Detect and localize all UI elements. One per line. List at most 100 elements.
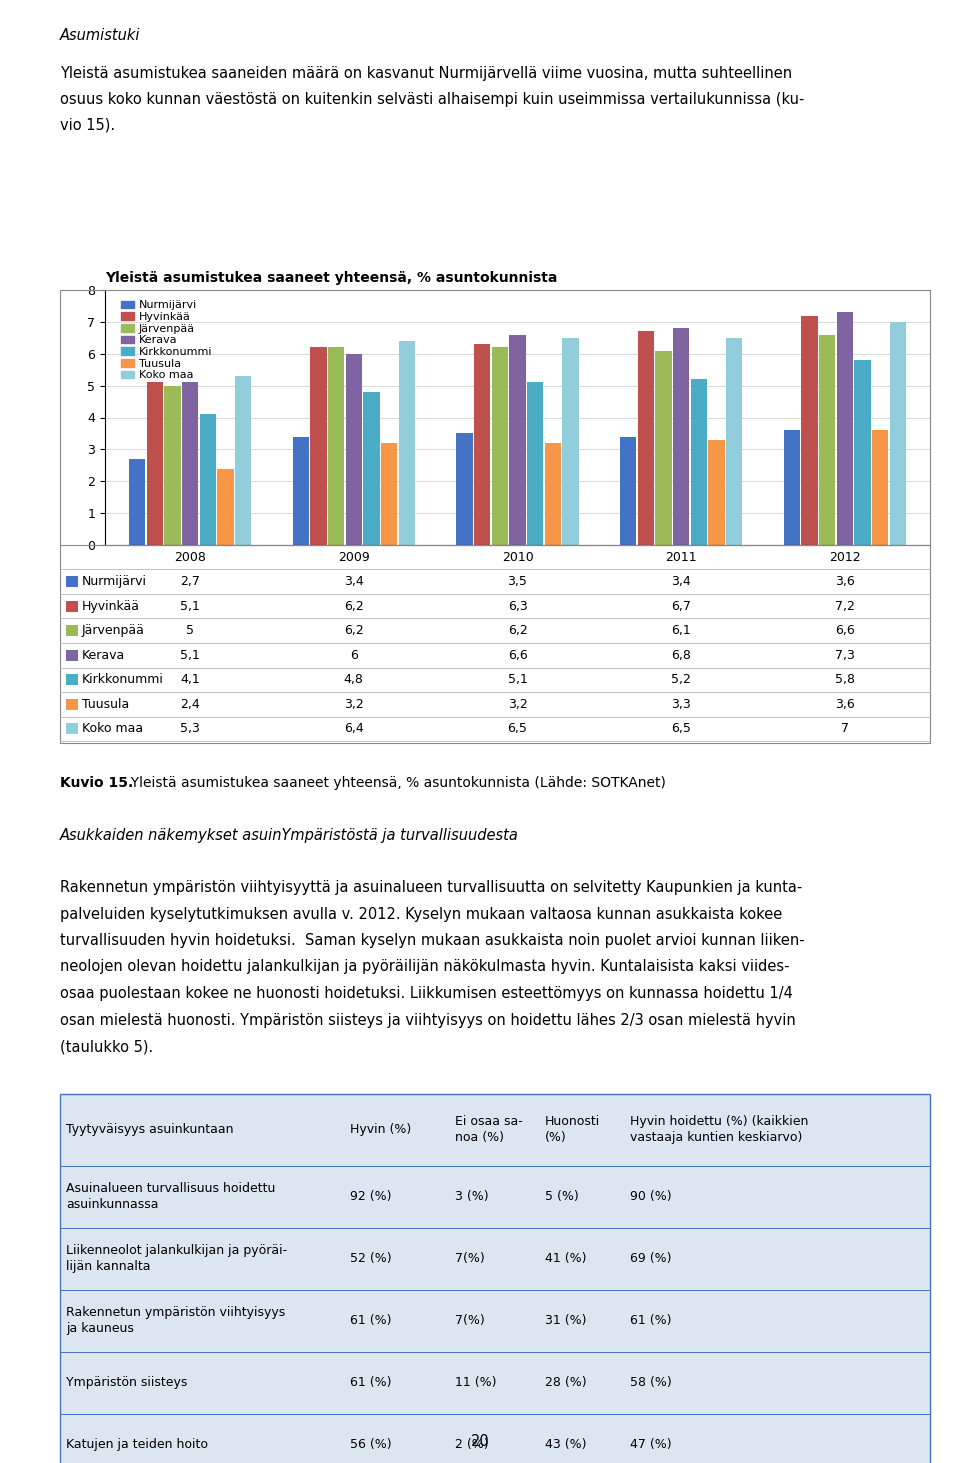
Legend: Nurmijärvi, Hyvinkää, Järvenpää, Kerava, Kirkkonummi, Tuusula, Koko maa: Nurmijärvi, Hyvinkää, Järvenpää, Kerava,… [119, 298, 214, 382]
Text: 3,4: 3,4 [671, 575, 691, 588]
Text: 6,7: 6,7 [671, 600, 691, 613]
Text: 41 (%): 41 (%) [545, 1252, 587, 1265]
Text: 7(%): 7(%) [455, 1314, 485, 1327]
Text: 31 (%): 31 (%) [545, 1314, 587, 1327]
Text: 2009: 2009 [338, 550, 370, 563]
Text: Asuinalueen turvallisuus hoidettu
asuinkunnassa: Asuinalueen turvallisuus hoidettu asuink… [66, 1182, 276, 1211]
Bar [872, 430, 888, 546]
Bar [182, 382, 199, 546]
Bar [164, 386, 180, 546]
Text: 58 (%): 58 (%) [630, 1377, 672, 1388]
Text: 28 (%): 28 (%) [545, 1377, 587, 1388]
Text: 5,1: 5,1 [180, 600, 200, 613]
Bar [819, 335, 835, 546]
Bar [456, 433, 472, 546]
Text: (taulukko 5).: (taulukko 5). [60, 1039, 154, 1053]
Text: osan mielestä huonosti. Ympäristön siisteys ja viihtyisyys on hoidettu lähes 2/3: osan mielestä huonosti. Ympäristön siist… [60, 1012, 796, 1027]
Text: 11 (%): 11 (%) [455, 1377, 496, 1388]
Bar [492, 347, 508, 546]
Text: Yleistä asumistukea saaneet yhteensä, % asuntokunnista: Yleistä asumistukea saaneet yhteensä, % … [105, 271, 558, 285]
Text: 6,3: 6,3 [508, 600, 527, 613]
Text: 3,3: 3,3 [671, 698, 691, 711]
Text: 3,6: 3,6 [835, 575, 854, 588]
Text: Ei osaa sa-
noa (%): Ei osaa sa- noa (%) [455, 1115, 523, 1144]
Text: 6,6: 6,6 [508, 648, 527, 661]
Bar [890, 322, 906, 546]
Text: 61 (%): 61 (%) [350, 1377, 392, 1388]
Text: Kuvio 15.: Kuvio 15. [60, 775, 133, 790]
Text: 5,1: 5,1 [180, 648, 200, 661]
Bar [563, 338, 579, 546]
Text: Yleistä asumistukea saaneet yhteensä, % asuntokunnista (Lähde: SOTKAnet): Yleistä asumistukea saaneet yhteensä, % … [122, 775, 666, 790]
Bar [544, 443, 561, 546]
Bar [328, 347, 345, 546]
Text: 2010: 2010 [502, 550, 534, 563]
Text: 3,4: 3,4 [344, 575, 364, 588]
Text: 3 (%): 3 (%) [455, 1189, 489, 1203]
Bar [656, 351, 672, 546]
Text: Rakennetun ympäristön viihtyisyys
ja kauneus: Rakennetun ympäristön viihtyisyys ja kau… [66, 1306, 285, 1336]
Text: 6,5: 6,5 [671, 723, 691, 736]
Text: Katujen ja teiden hoito: Katujen ja teiden hoito [66, 1438, 208, 1451]
Text: 20: 20 [470, 1434, 490, 1448]
Text: 2008: 2008 [174, 550, 206, 563]
Text: neolojen olevan hoidettu jalankulkijan ja pyöräilijän näkökulmasta hyvin. Kuntal: neolojen olevan hoidettu jalankulkijan j… [60, 960, 789, 974]
Text: 61 (%): 61 (%) [630, 1314, 671, 1327]
Text: 2,4: 2,4 [180, 698, 200, 711]
Text: Huonosti
(%): Huonosti (%) [545, 1115, 600, 1144]
Bar [129, 459, 145, 546]
Bar [802, 316, 818, 546]
Text: Tyytyväisyys asuinkuntaan: Tyytyväisyys asuinkuntaan [66, 1124, 233, 1135]
Text: Kirkkonummi: Kirkkonummi [82, 673, 164, 686]
Text: 3,2: 3,2 [508, 698, 527, 711]
Text: Hyvin (%): Hyvin (%) [350, 1124, 411, 1135]
Text: 6,2: 6,2 [508, 625, 527, 638]
Text: 5 (%): 5 (%) [545, 1189, 579, 1203]
Text: 56 (%): 56 (%) [350, 1438, 392, 1451]
Text: 5,2: 5,2 [671, 673, 691, 686]
Text: 4,8: 4,8 [344, 673, 364, 686]
Bar [673, 328, 689, 546]
Text: 92 (%): 92 (%) [350, 1189, 392, 1203]
Text: 43 (%): 43 (%) [545, 1438, 587, 1451]
Text: vio 15).: vio 15). [60, 119, 115, 133]
Text: 90 (%): 90 (%) [630, 1189, 672, 1203]
Text: Järvenpää: Järvenpää [82, 625, 145, 638]
Text: osaa puolestaan kokee ne huonosti hoidetuksi. Liikkumisen esteettömyys on kunnas: osaa puolestaan kokee ne huonosti hoidet… [60, 986, 793, 1001]
Text: 6,5: 6,5 [508, 723, 527, 736]
Text: Liikenneolot jalankulkijan ja pyöräi-
lijän kannalta: Liikenneolot jalankulkijan ja pyöräi- li… [66, 1244, 287, 1273]
Bar [708, 440, 725, 546]
Text: 6,1: 6,1 [671, 625, 691, 638]
Text: 6,6: 6,6 [835, 625, 854, 638]
Text: 6,2: 6,2 [344, 625, 364, 638]
Text: 6,4: 6,4 [344, 723, 364, 736]
Text: 5,8: 5,8 [835, 673, 855, 686]
Bar [637, 332, 654, 546]
Text: Tuusula: Tuusula [82, 698, 130, 711]
Text: Koko maa: Koko maa [82, 723, 143, 736]
Text: Kerava: Kerava [82, 648, 125, 661]
Text: Rakennetun ympäristön viihtyisyyttä ja asuinalueen turvallisuutta on selvitetty : Rakennetun ympäristön viihtyisyyttä ja a… [60, 881, 803, 895]
Text: Nurmijärvi: Nurmijärvi [82, 575, 147, 588]
Bar [510, 335, 526, 546]
Text: 61 (%): 61 (%) [350, 1314, 392, 1327]
Text: 2012: 2012 [829, 550, 861, 563]
Bar [783, 430, 800, 546]
Bar [310, 347, 326, 546]
Text: palveluiden kyselytutkimuksen avulla v. 2012. Kyselyn mukaan valtaosa kunnan asu: palveluiden kyselytutkimuksen avulla v. … [60, 907, 782, 922]
Bar [691, 379, 707, 546]
Text: 7: 7 [841, 723, 849, 736]
Bar [726, 338, 742, 546]
Text: 52 (%): 52 (%) [350, 1252, 392, 1265]
Bar [346, 354, 362, 546]
Text: 47 (%): 47 (%) [630, 1438, 672, 1451]
Text: Asukkaiden näkemykset asuinYmpäristöstä ja turvallisuudesta: Asukkaiden näkemykset asuinYmpäristöstä … [60, 828, 518, 843]
Text: 6: 6 [349, 648, 358, 661]
Bar [854, 360, 871, 546]
Text: 3,5: 3,5 [508, 575, 527, 588]
Bar [527, 382, 543, 546]
Bar [381, 443, 397, 546]
Text: 6,2: 6,2 [344, 600, 364, 613]
Text: 3,6: 3,6 [835, 698, 854, 711]
Text: 5,3: 5,3 [180, 723, 200, 736]
